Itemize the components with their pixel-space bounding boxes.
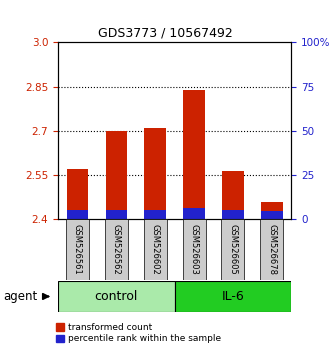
Bar: [261, 202, 283, 219]
Text: control: control: [95, 290, 138, 303]
Bar: [106, 131, 127, 219]
Text: GSM526603: GSM526603: [190, 224, 199, 275]
Text: GSM526562: GSM526562: [112, 224, 121, 275]
Text: GSM526602: GSM526602: [151, 224, 160, 275]
Legend: transformed count, percentile rank within the sample: transformed count, percentile rank withi…: [56, 323, 221, 343]
Bar: [261, 211, 283, 219]
Bar: [105, 219, 128, 280]
Bar: [183, 208, 205, 219]
Bar: [144, 210, 166, 219]
Bar: [67, 169, 88, 219]
Bar: [183, 219, 206, 280]
Bar: [260, 219, 283, 280]
Text: IL-6: IL-6: [221, 290, 244, 303]
Bar: [222, 171, 244, 219]
Bar: [222, 210, 244, 219]
Bar: [58, 281, 174, 312]
Text: GDS3773 / 10567492: GDS3773 / 10567492: [98, 27, 233, 40]
Bar: [66, 219, 89, 280]
Text: GSM526678: GSM526678: [267, 224, 276, 275]
Bar: [106, 210, 127, 219]
Bar: [174, 281, 291, 312]
Bar: [144, 128, 166, 219]
Text: GSM526605: GSM526605: [228, 224, 237, 275]
Bar: [183, 90, 205, 219]
Text: GSM526561: GSM526561: [73, 224, 82, 275]
Bar: [144, 219, 166, 280]
Text: agent: agent: [3, 290, 37, 303]
Bar: [67, 210, 88, 219]
Bar: [221, 219, 244, 280]
